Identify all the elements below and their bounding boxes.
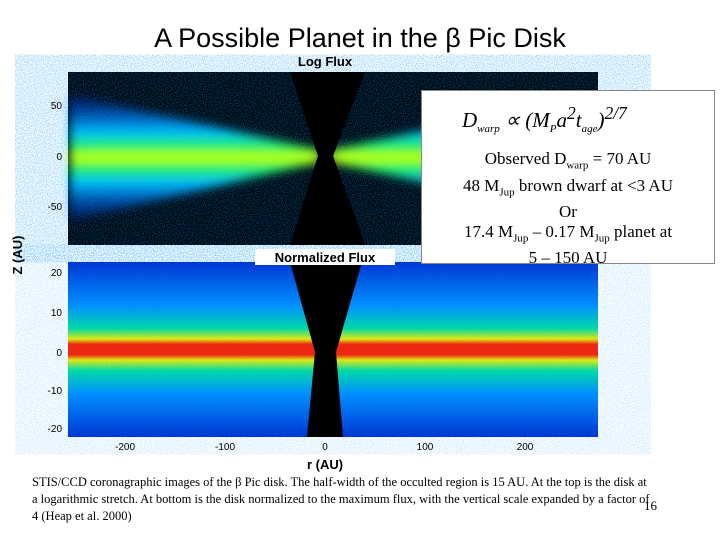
x-axis-label: r (AU) bbox=[307, 457, 343, 472]
tick-label: 50 bbox=[51, 101, 63, 112]
box-text: Observed D bbox=[484, 149, 567, 169]
formula-part: age bbox=[581, 123, 598, 136]
box-text: Jup bbox=[594, 232, 610, 245]
formula-part: ∝ (M bbox=[505, 108, 550, 132]
box-text: Or bbox=[559, 201, 577, 221]
formula-part: 2 bbox=[567, 103, 576, 123]
slide-title: A Possible Planet in the β Pic Disk bbox=[154, 23, 566, 53]
formula: Dwarp ∝ (MPa2tage)2/7 bbox=[422, 103, 714, 139]
top-disk-left bbox=[70, 95, 320, 220]
page-number: 16 bbox=[644, 498, 657, 513]
box-text: 5 – 150 AU bbox=[528, 248, 608, 268]
tick-label: 100 bbox=[417, 442, 434, 453]
box-line: 48 MJup brown dwarf at <3 AU bbox=[422, 176, 714, 202]
formula-part: 2/7 bbox=[604, 103, 627, 123]
box-line: Or bbox=[422, 202, 714, 222]
caption: STIS/CCD coronagraphic images of the β P… bbox=[32, 475, 650, 523]
tick-label: 20 bbox=[51, 268, 63, 279]
tick-label: -20 bbox=[48, 424, 63, 435]
box-line: 5 – 150 AU bbox=[422, 248, 714, 268]
info-box: Dwarp ∝ (MPa2tage)2/7 Observed Dwarp = 7… bbox=[421, 90, 715, 267]
tick-label: 0 bbox=[322, 442, 328, 453]
formula-part: P bbox=[549, 123, 557, 136]
box-text: brown dwarf at <3 AU bbox=[514, 175, 673, 195]
formula-part: warp bbox=[477, 123, 500, 136]
box-text: planet at bbox=[609, 221, 673, 241]
formula-part: a bbox=[556, 108, 568, 132]
box-text: 17.4 M bbox=[463, 221, 514, 241]
box-line: Observed Dwarp = 70 AU bbox=[422, 149, 714, 175]
box-text: warp bbox=[566, 159, 589, 172]
formula-part: t bbox=[575, 108, 582, 132]
tick-label: -50 bbox=[48, 202, 63, 213]
y-axis-label: Z (AU) bbox=[10, 236, 25, 275]
box-text: 48 M bbox=[463, 175, 500, 195]
tick-label: 0 bbox=[56, 348, 62, 359]
top-occulter bbox=[290, 72, 365, 245]
formula-part: ) bbox=[597, 108, 605, 132]
bottom-panel-title: Normalized Flux bbox=[275, 250, 376, 265]
tick-label: 0 bbox=[56, 152, 62, 163]
tick-label: -10 bbox=[48, 386, 63, 397]
box-text: = 70 AU bbox=[588, 149, 652, 169]
top-panel-title: Log Flux bbox=[298, 54, 353, 69]
bottom-occulter bbox=[290, 262, 362, 437]
tick-label: 10 bbox=[51, 308, 63, 319]
box-text: Jup bbox=[499, 185, 515, 198]
bottom-title-bg bbox=[255, 249, 395, 265]
box-line: 17.4 MJup – 0.17 MJup planet at bbox=[422, 222, 714, 248]
box-lines: Observed Dwarp = 70 AU 48 MJup brown dwar… bbox=[422, 149, 714, 268]
tick-label: -200 bbox=[115, 442, 135, 453]
tick-label: -100 bbox=[215, 442, 235, 453]
tick-label: 200 bbox=[517, 442, 534, 453]
box-text: Jup bbox=[513, 232, 529, 245]
box-text: – 0.17 M bbox=[528, 221, 595, 241]
formula-part: D bbox=[462, 108, 478, 132]
